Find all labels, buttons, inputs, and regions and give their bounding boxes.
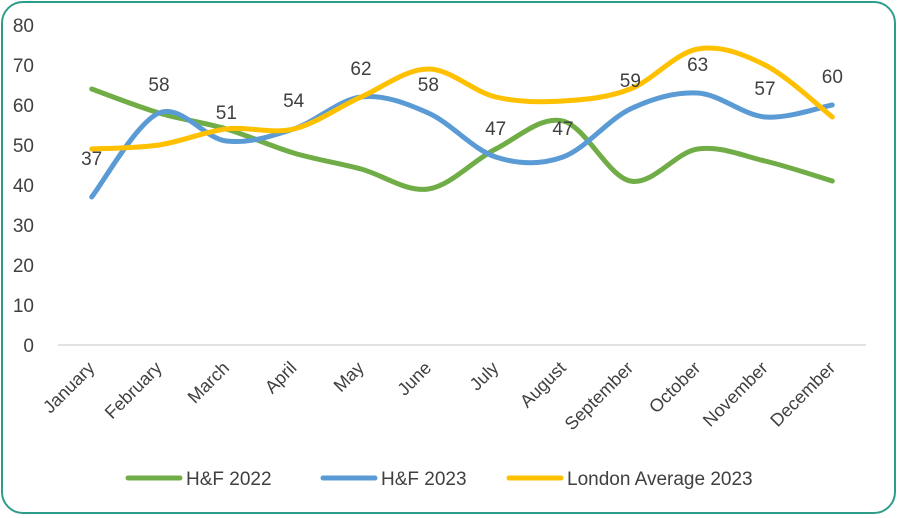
x-tick-label: December [766,358,839,431]
data-label: 63 [687,55,708,76]
series-line-h-f-2022 [89,86,835,192]
y-tick-label: 30 [13,216,34,237]
chart-series-lines [89,45,835,200]
y-tick-label: 20 [13,256,34,277]
y-tick-label: 70 [13,56,34,77]
x-tick-label: July [466,358,503,395]
legend-label: London Average 2023 [567,469,753,490]
x-tick-label: June [393,358,435,400]
y-tick-label: 40 [13,176,34,197]
y-tick-label: 60 [13,96,34,117]
x-tick-label: March [184,358,234,408]
data-label: 47 [552,119,573,140]
data-label: 57 [754,79,775,100]
chart-axes: 0 10 20 30 40 50 60 70 80 January February March Apr… [13,16,866,434]
x-tick-label: November [699,358,772,431]
x-tick-label: January [39,358,98,417]
x-tick-label: April [261,358,301,398]
data-label: 62 [350,59,371,80]
chart-legend: H&F 2022 H&F 2023 London Average 2023 [125,469,753,490]
data-label: 58 [148,75,169,96]
legend-label: H&F 2022 [186,469,272,490]
series-line-h-f-2023 [89,90,835,200]
y-tick-label: 80 [13,16,34,37]
legend-label: H&F 2023 [381,469,467,490]
y-tick-label: 10 [13,296,34,317]
data-label: 58 [418,75,439,96]
y-tick-label: 0 [23,336,34,357]
data-label: 47 [485,119,506,140]
y-tick-label: 50 [13,136,34,157]
data-label: 60 [822,67,843,88]
data-label: 59 [620,71,641,92]
series-line-london-average-2023 [89,45,835,152]
x-tick-label: September [561,358,637,434]
data-label: 51 [216,103,237,124]
data-label: 37 [81,149,102,170]
data-label: 54 [283,91,305,112]
chart-data-labels: 37 58 51 54 62 58 47 47 59 63 57 60 [81,55,843,170]
x-tick-label: August [516,358,570,412]
x-tick-label: May [330,358,368,396]
x-tick-label: February [101,358,166,423]
x-tick-label: October [645,358,704,417]
